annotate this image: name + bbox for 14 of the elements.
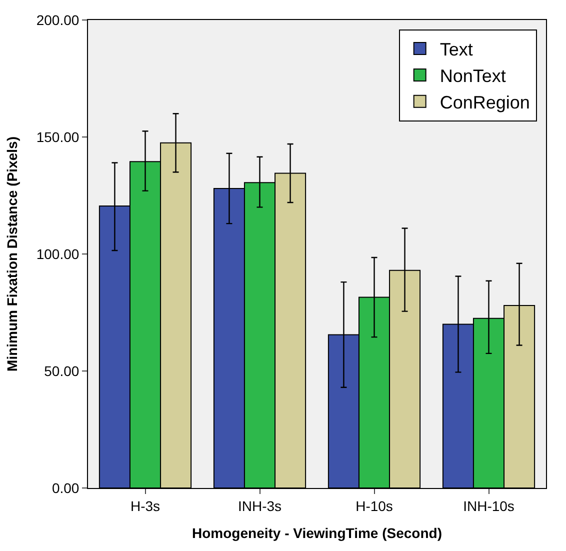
y-tick-label: 150.00 bbox=[36, 128, 80, 145]
x-tick-label: H-3s bbox=[130, 498, 160, 514]
y-tick-label: 50.00 bbox=[44, 362, 80, 379]
x-tick-label: INH-3s bbox=[238, 498, 282, 514]
x-axis-title: Homogeneity - ViewingTime (Second) bbox=[192, 525, 442, 542]
y-axis-title: Minimum Fixation Distance (Pixels) bbox=[4, 136, 20, 372]
x-tick-label: INH-10s bbox=[463, 498, 514, 514]
y-tick-label: 0.00 bbox=[52, 480, 80, 496]
y-tick-label: 100.00 bbox=[36, 246, 80, 262]
legend-label: Text bbox=[440, 40, 473, 60]
legend-label: ConRegion bbox=[440, 92, 530, 112]
y-tick-label: 200.00 bbox=[36, 12, 80, 28]
x-tick-label: H-10s bbox=[356, 498, 393, 514]
legend-label: NonText bbox=[440, 66, 506, 86]
